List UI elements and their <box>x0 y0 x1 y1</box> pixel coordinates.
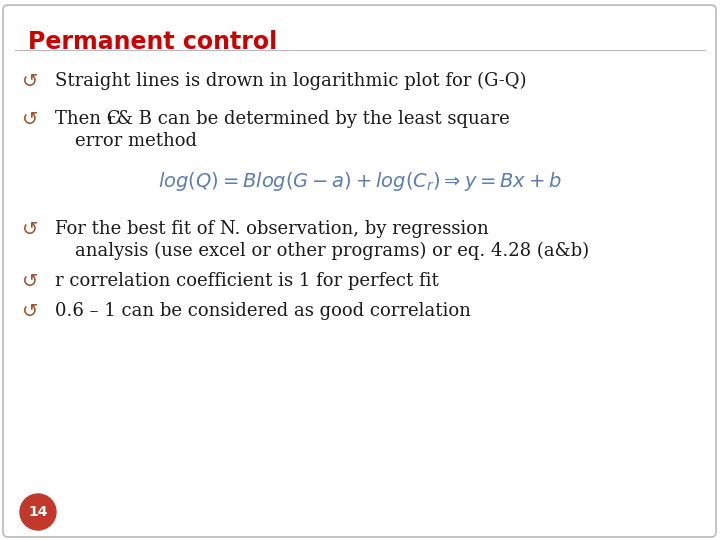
Text: Then C: Then C <box>55 110 120 128</box>
FancyBboxPatch shape <box>3 5 716 537</box>
Text: For the best fit of N. observation, by regression: For the best fit of N. observation, by r… <box>55 220 489 238</box>
Text: $\mathit{log(Q) = Blog(G - a) + log(C_r) \Rightarrow y = Bx + b}$: $\mathit{log(Q) = Blog(G - a) + log(C_r)… <box>158 170 562 193</box>
Text: Straight lines is drown in logarithmic plot for (G-Q): Straight lines is drown in logarithmic p… <box>55 72 526 90</box>
Text: 14: 14 <box>28 505 48 519</box>
Circle shape <box>20 494 56 530</box>
Text: r correlation coefficient is 1 for perfect fit: r correlation coefficient is 1 for perfe… <box>55 272 438 290</box>
Text: & B can be determined by the least square: & B can be determined by the least squar… <box>117 110 510 128</box>
Text: ↺: ↺ <box>22 302 38 321</box>
Text: 0.6 – 1 can be considered as good correlation: 0.6 – 1 can be considered as good correl… <box>55 302 471 320</box>
Text: ↺: ↺ <box>22 110 38 129</box>
Text: Permanent control: Permanent control <box>28 30 277 54</box>
Text: r: r <box>107 113 114 127</box>
Text: ↺: ↺ <box>22 72 38 91</box>
Text: error method: error method <box>75 132 197 150</box>
Text: analysis (use excel or other programs) or eq. 4.28 (a&b): analysis (use excel or other programs) o… <box>75 242 589 260</box>
Text: ↺: ↺ <box>22 272 38 291</box>
Text: ↺: ↺ <box>22 220 38 239</box>
